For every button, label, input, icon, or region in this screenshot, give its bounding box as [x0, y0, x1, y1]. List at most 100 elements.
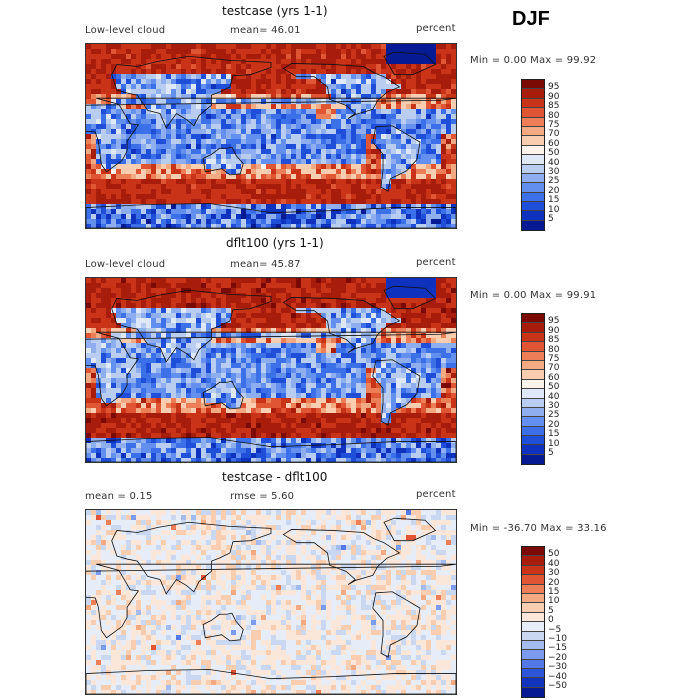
colorbar-box	[522, 342, 544, 352]
colorbar-tick-label: 50	[548, 382, 560, 393]
colorbar-tick-label: 80	[548, 344, 560, 355]
season-label: DJF	[512, 8, 550, 30]
panel-1-mean: mean= 46.01	[230, 25, 301, 36]
panel-1-title: testcase (yrs 1-1)	[222, 4, 328, 18]
colorbar-box	[522, 351, 544, 361]
colorbar-tick-label: −40	[548, 671, 567, 682]
colorbar-tick-label: −10	[548, 634, 567, 644]
colorbar-box	[522, 323, 544, 333]
colorbar-box	[522, 173, 544, 184]
colorbar-box	[522, 417, 544, 427]
colorbar-box	[522, 547, 544, 557]
colorbar-box	[522, 80, 544, 90]
colorbar-box	[522, 584, 544, 594]
panel-3-title: testcase - dflt100	[222, 470, 328, 484]
colorbar-box	[522, 631, 544, 641]
colorbar-box	[522, 436, 544, 446]
colorbar-box	[522, 192, 544, 203]
colorbar-box	[522, 370, 544, 380]
colorbar-tick-label: 85	[548, 335, 560, 346]
colorbar-tick-label: 5	[548, 448, 554, 458]
colorbar-box	[522, 622, 544, 632]
colorbar-tick-label: 95	[548, 82, 560, 93]
colorbar-tick-label: 15	[548, 429, 560, 440]
colorbar-tick-label: 90	[548, 325, 560, 336]
colorbar-tick-label: 10	[548, 438, 560, 449]
colorbar-box	[522, 650, 544, 660]
colorbar-tick-label: 40	[548, 157, 560, 168]
panel-3-colorbar	[521, 546, 545, 699]
colorbar-tick-label: 20	[548, 185, 560, 196]
panel-3-units: percent	[416, 489, 456, 500]
colorbar-box	[522, 164, 544, 174]
colorbar-tick-label: 70	[548, 363, 560, 374]
colorbar-tick-label: 10	[548, 596, 560, 607]
colorbar-box	[522, 565, 544, 576]
panel-2-field-name: Low-level cloud	[85, 259, 166, 270]
panel-3-map	[85, 509, 457, 695]
colorbar-box	[522, 126, 544, 137]
panel-1-colorbar	[521, 79, 545, 232]
colorbar-tick-label: −5	[548, 624, 562, 635]
colorbar-box	[522, 98, 544, 109]
colorbar-box	[522, 314, 544, 324]
panel-2-title: dflt100 (yrs 1-1)	[226, 236, 324, 250]
colorbar-tick-label: 75	[548, 120, 560, 130]
colorbar-tick-label: −50	[548, 681, 567, 691]
colorbar-box	[522, 575, 544, 585]
colorbar-tick-label: 75	[548, 354, 560, 364]
colorbar-box	[522, 202, 544, 212]
colorbar-tick-label: −15	[548, 643, 567, 654]
panel-2-mean: mean= 45.87	[230, 259, 301, 270]
colorbar-tick-label: 90	[548, 91, 560, 102]
colorbar-tick-label: 80	[548, 110, 560, 121]
colorbar-tick-label: 30	[548, 401, 560, 411]
colorbar-box	[522, 211, 544, 221]
colorbar-box	[522, 332, 544, 343]
colorbar-tick-label: 10	[548, 204, 560, 215]
colorbar-box	[522, 398, 544, 408]
colorbar-tick-label: 70	[548, 129, 560, 140]
colorbar-box	[522, 593, 544, 604]
colorbar-box	[522, 117, 544, 127]
colorbar-box	[522, 389, 544, 399]
colorbar-box	[522, 687, 544, 698]
colorbar-box	[522, 183, 544, 193]
colorbar-box	[522, 379, 544, 390]
colorbar-tick-label: 15	[548, 587, 560, 597]
colorbar-tick-label: 30	[548, 167, 560, 177]
panel-2-colorbar	[521, 313, 545, 466]
colorbar-tick-label: 40	[548, 558, 560, 569]
colorbar-tick-label: −20	[548, 652, 567, 663]
panel-3-rmse: rmse = 5.60	[230, 491, 295, 502]
colorbar-box	[522, 108, 544, 118]
colorbar-tick-label: 20	[548, 419, 560, 430]
panel-2-min-max: Min = 0.00 Max = 99.91	[470, 290, 597, 301]
colorbar-box	[522, 220, 544, 231]
colorbar-tick-label: 95	[548, 316, 560, 327]
panel-1-field-name: Low-level cloud	[85, 25, 166, 36]
colorbar-box	[522, 407, 544, 418]
colorbar-tick-label: 40	[548, 391, 560, 402]
panel-1-units: percent	[416, 23, 456, 34]
colorbar-box	[522, 89, 544, 99]
panel-1-map	[85, 43, 457, 229]
colorbar-tick-label: 25	[548, 176, 560, 187]
colorbar-box	[522, 640, 544, 651]
colorbar-box	[522, 445, 544, 455]
colorbar-tick-label: 15	[548, 195, 560, 206]
colorbar-box	[522, 145, 544, 156]
colorbar-tick-label: 5	[548, 214, 554, 224]
panel-3-min-max: Min = -36.70 Max = 33.16	[470, 523, 607, 534]
panel-2-units: percent	[416, 257, 456, 268]
colorbar-box	[522, 360, 544, 371]
colorbar-box	[522, 659, 544, 670]
colorbar-box	[522, 426, 544, 437]
colorbar-box	[522, 603, 544, 613]
panel-2-map	[85, 277, 457, 463]
colorbar-tick-label: 0	[548, 615, 554, 626]
colorbar-box	[522, 556, 544, 566]
colorbar-tick-label: 20	[548, 577, 560, 588]
colorbar-tick-label: 5	[548, 605, 554, 616]
colorbar-box	[522, 678, 544, 688]
